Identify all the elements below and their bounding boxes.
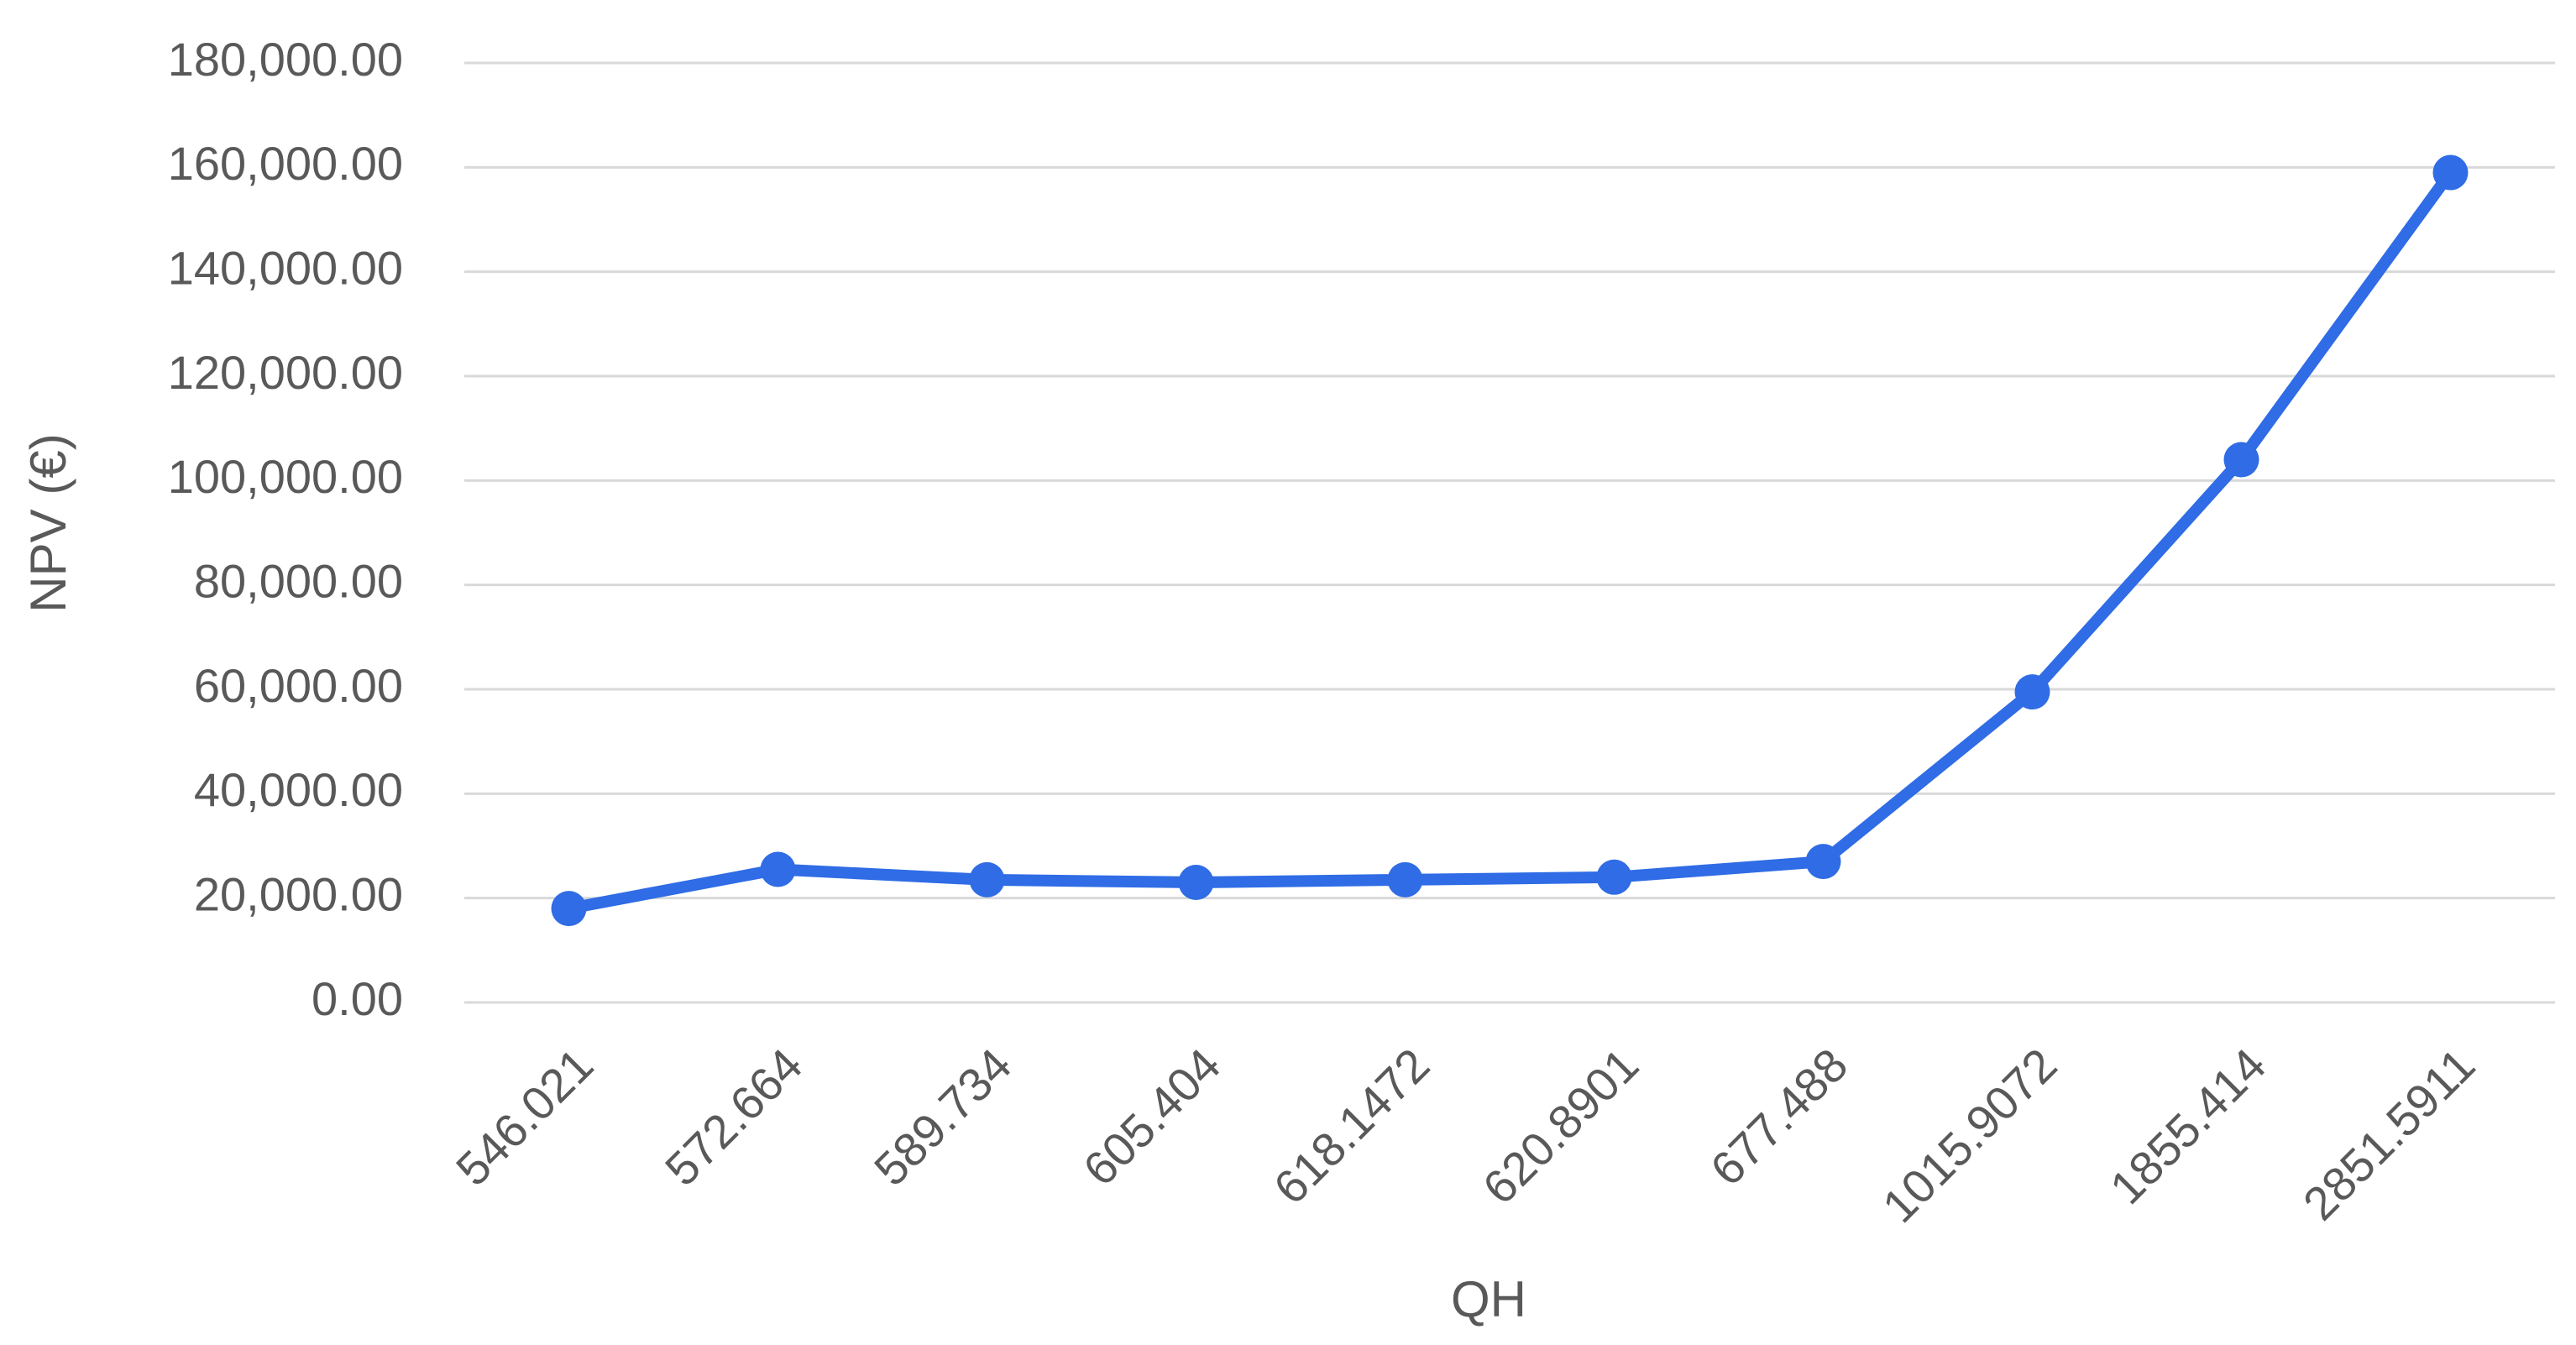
y-tick-label: 160,000.00 [168, 137, 403, 190]
y-tick-label: 100,000.00 [168, 450, 403, 503]
y-axis-title: NPV (€) [20, 433, 76, 612]
y-tick-label: 40,000.00 [194, 763, 403, 816]
y-tick-label: 140,000.00 [168, 241, 403, 294]
marker [1805, 844, 1841, 880]
x-tick-label: 1855.414 [2100, 1038, 2276, 1214]
marker [1387, 861, 1423, 898]
x-tick-label: 572.664 [655, 1038, 813, 1196]
y-tick-label: 80,000.00 [194, 554, 403, 607]
marker [969, 861, 1005, 898]
marker [1596, 859, 1632, 895]
marker [551, 891, 587, 927]
y-tick-label: 0.00 [312, 972, 403, 1025]
y-tick-label: 20,000.00 [194, 867, 403, 920]
marker [760, 851, 796, 887]
marker [2014, 674, 2050, 710]
marker [2223, 442, 2259, 478]
x-tick-label: 2851.5911 [2293, 1038, 2485, 1230]
x-axis-title: QH [1451, 1271, 1526, 1327]
x-tick-label: 618.1472 [1264, 1038, 1440, 1214]
y-tick-label: 180,000.00 [168, 33, 403, 86]
x-tick-label: 546.021 [446, 1038, 604, 1196]
x-tick-label: 1015.9072 [1872, 1038, 2067, 1232]
y-tick-label: 60,000.00 [194, 659, 403, 712]
x-tick-label: 620.8901 [1473, 1038, 1649, 1214]
x-tick-label: 677.488 [1700, 1038, 1858, 1196]
line [563, 166, 2457, 915]
marker [1178, 865, 1214, 901]
x-tick-label: 605.404 [1073, 1038, 1231, 1196]
y-tick-label: 120,000.00 [168, 346, 403, 399]
marker [2432, 154, 2469, 191]
x-tick-label: 589.734 [864, 1038, 1022, 1196]
